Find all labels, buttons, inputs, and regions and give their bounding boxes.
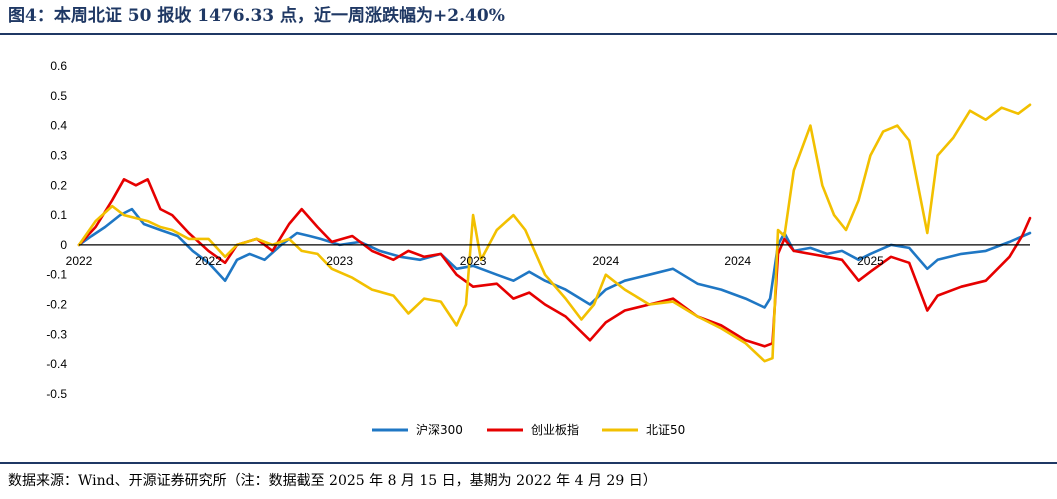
x-tick-label: 2023 [326, 254, 353, 268]
legend: 沪深300 创业板指 北证50 [372, 422, 685, 437]
y-tick-label: 0 [60, 238, 67, 252]
x-tick-label: 2022 [66, 254, 93, 268]
series-line-2 [77, 103, 1032, 363]
x-tick-label: 2024 [724, 254, 751, 268]
x-tick-label: 2024 [592, 254, 619, 268]
y-tick-label: 0.3 [50, 148, 67, 162]
x-axis-ticks: 2022 2022 2023 2023 2024 2024 2025 [66, 254, 884, 268]
legend-label-2: 北证50 [646, 423, 685, 437]
footer-divider [0, 462, 1057, 464]
chart-title: 图4：本周北证 50 报收 1476.33 点，近一周涨跌幅为+2.40% [8, 6, 505, 26]
y-tick-label: 0.6 [50, 59, 67, 73]
y-tick-label: -0.5 [46, 387, 67, 401]
y-tick-label: 0.2 [50, 178, 67, 192]
title-divider [0, 33, 1057, 35]
y-tick-label: 0.1 [50, 208, 67, 222]
series-line-1 [77, 178, 1032, 348]
y-tick-label: 0.5 [50, 89, 67, 103]
legend-label-1: 创业板指 [531, 422, 579, 437]
series-layer [77, 103, 1032, 363]
y-tick-label: -0.1 [46, 268, 67, 282]
series-line-0 [77, 207, 1032, 309]
y-tick-label: -0.3 [46, 327, 67, 341]
line-chart: 0.60.50.40.30.20.10-0.1-0.2-0.3-0.4-0.5 … [46, 59, 1032, 437]
x-tick-label: 2025 [857, 254, 884, 268]
y-tick-label: -0.2 [46, 298, 67, 312]
y-axis: 0.6 0.5 0.4 0.3 0.2 0.1 0 -0.1 -0.2 -0.3 -0.4 -0.5 [46, 59, 67, 401]
y-tick-label: 0.4 [50, 119, 67, 133]
source-note: 数据来源：Wind、开源证券研究所（注：数据截至 2025 年 8 月 15 日… [8, 473, 657, 489]
x-tick-label: 2022 [195, 254, 222, 268]
x-tick-label: 2023 [460, 254, 487, 268]
legend-label-0: 沪深300 [416, 423, 463, 437]
y-tick-label: -0.4 [46, 357, 67, 371]
